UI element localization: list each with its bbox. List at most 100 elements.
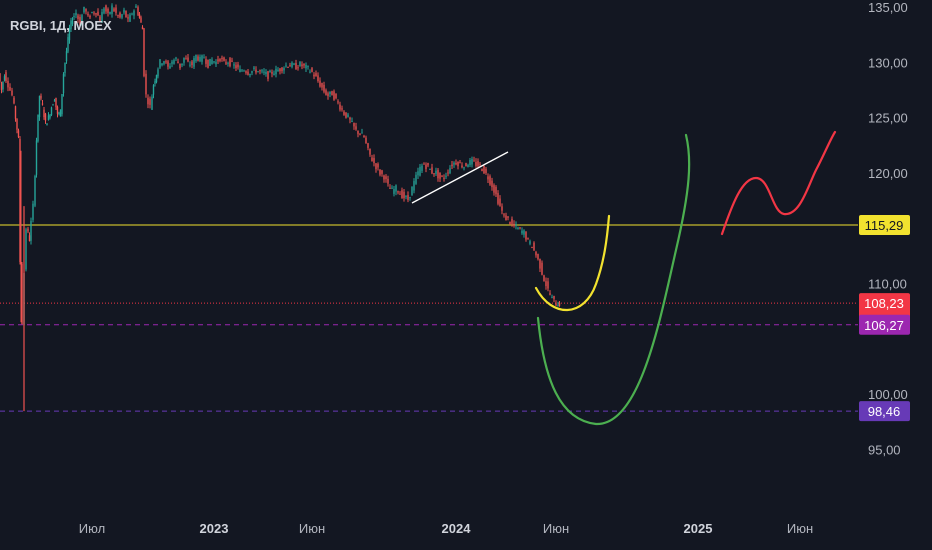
candle-body [193,58,195,67]
candle-body [217,59,219,62]
candle-body [123,9,125,13]
y-tick-label: 110,00 [868,277,907,292]
candle-body [495,186,497,195]
candle-body [373,158,375,163]
candle-body [517,227,519,230]
candle-body [303,63,305,66]
candle-body [455,162,457,165]
candle-body [311,68,313,72]
candle-body [225,62,227,64]
candle-body [549,293,551,295]
candle-body [199,56,201,62]
symbol-title[interactable]: RGBI, 1Д, MOEX [10,18,112,33]
candle-body [3,76,6,81]
candle-body [7,81,9,88]
candle-body [401,190,403,199]
candle-body [267,71,269,79]
price-tag [859,314,910,335]
candle-body [277,69,279,72]
candle-body [467,165,469,168]
candle-body [299,61,301,67]
candle-body [77,15,79,19]
candle-body [205,59,207,64]
price-levels [0,224,858,412]
candle-body [289,65,291,67]
candle-body [101,12,103,23]
candle-body [423,163,425,165]
candle-body [0,82,3,90]
candle-body [165,61,167,63]
candle-body [313,74,315,77]
candle-body [527,238,529,240]
candle-body [46,123,48,126]
candle-body [437,169,439,179]
green-arc [536,133,691,426]
candle-body [345,112,347,118]
candle-body [125,10,127,18]
candle-body [147,97,149,105]
candle-body [227,62,229,64]
candle-body [333,91,335,100]
candle-body [279,68,281,72]
candle-body [138,14,141,18]
candle-body [141,26,144,30]
candle-body [529,241,531,244]
candle-body [28,235,31,242]
candles [0,3,561,412]
candle-body [287,66,289,68]
candle-body [119,12,121,18]
candle-body [441,175,443,177]
candle-body [55,97,57,108]
candle-body [131,13,133,15]
candle-body [177,61,179,64]
candle-body [451,164,453,167]
candle-body [339,104,341,110]
candle-body [393,188,395,194]
candle-body [369,148,371,155]
candle-body [235,65,237,69]
candle-body [243,70,245,72]
candle-body [127,17,129,19]
yellow-arc [534,214,611,312]
candle-body [503,214,505,216]
candle-body [491,180,493,188]
candle-body [163,61,165,64]
candle-body [187,57,189,62]
candle-body [209,58,211,66]
x-tick-label: Июл [79,521,105,536]
candle-body [359,133,361,135]
price-tag-label: 115,29 [865,218,904,233]
candle-body [353,122,355,127]
candle-body [327,93,329,97]
candle-body [129,14,131,22]
candle-body [183,57,185,63]
candle-body [507,216,509,218]
price-tag-label: 98,46 [868,404,901,419]
candle-body [447,172,449,174]
time-axis[interactable]: Июл 2023 Июн 2024 Июн 2025 Июн [79,521,813,536]
candle-body [43,109,45,118]
candle-body [355,126,357,130]
candle-body [465,163,467,167]
candle-body [319,80,321,87]
candle-body [271,72,273,74]
candle-body [269,70,271,73]
price-tag [859,214,910,235]
candle-body [431,167,433,174]
candle-body [535,252,537,256]
candle-body [521,230,523,234]
candle-body [173,60,175,64]
candle-body [405,196,407,198]
candle-body [195,54,197,62]
candle-body [513,223,515,226]
candle-body [223,57,225,61]
candle-body [179,63,181,69]
x-tick-label: Июн [299,521,325,536]
candle-body [403,191,405,199]
candle-body [213,61,215,63]
candle-body [47,115,50,121]
candle-body [419,166,421,176]
drawings[interactable] [411,130,837,426]
y-tick-label: 120,00 [868,166,908,181]
